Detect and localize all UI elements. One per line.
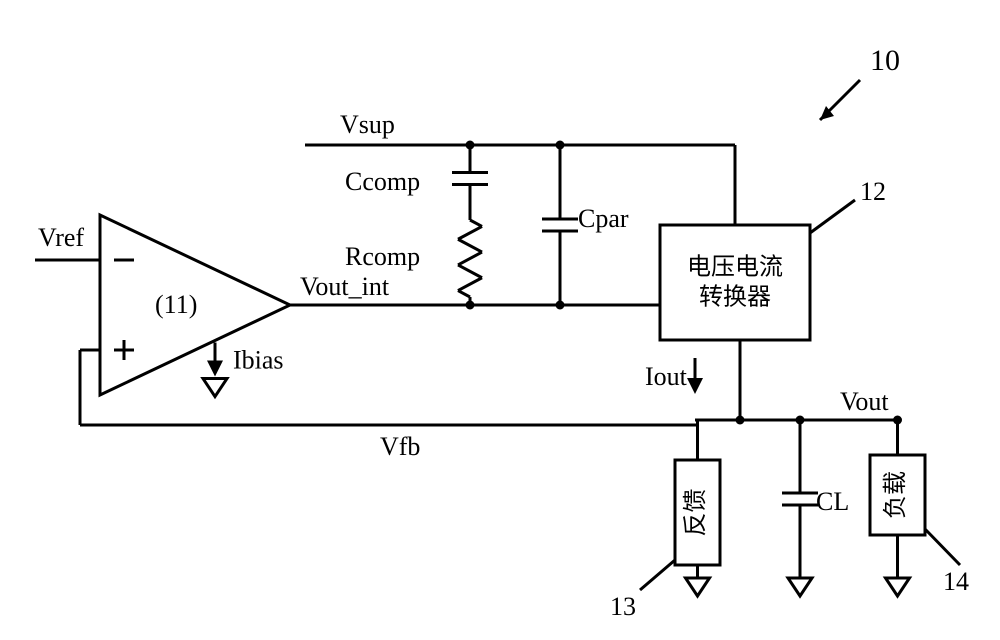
label-vout: Vout <box>840 387 889 416</box>
label-vfb: Vfb <box>380 432 420 461</box>
label-vsup: Vsup <box>340 110 395 139</box>
opamp-id: (11) <box>155 290 197 319</box>
voltage-current-converter-block <box>660 225 810 340</box>
junction-dot <box>893 416 902 425</box>
label-13: 13 <box>610 592 636 621</box>
conv-text-1: 电压电流 <box>687 254 783 281</box>
conv-text-2: 转换器 <box>699 284 771 311</box>
junction-dot <box>556 301 565 310</box>
feedback-text: 反馈 <box>682 489 709 537</box>
label-rcomp: Rcomp <box>345 242 420 271</box>
junction-dot <box>466 141 475 150</box>
label-10: 10 <box>870 44 900 77</box>
junction-dot <box>556 141 565 150</box>
label-ibias: Ibias <box>233 346 284 375</box>
label-14: 14 <box>943 567 969 596</box>
load-text: 负载 <box>882 471 909 519</box>
label-iout: Iout <box>645 362 688 391</box>
label-vout-int: Vout_int <box>300 272 390 301</box>
label-ccomp: Ccomp <box>345 167 420 196</box>
label-cl: CL <box>816 487 849 516</box>
circuit-schematic: (11) Vref Ibias Vout_int Vsup Ccomp Rcomp Cpar 电… <box>0 0 1000 640</box>
junction-dot <box>736 416 745 425</box>
label-cpar: Cpar <box>578 204 629 233</box>
junction-dot <box>466 301 475 310</box>
label-vref: Vref <box>38 223 84 252</box>
label-12: 12 <box>860 177 886 206</box>
